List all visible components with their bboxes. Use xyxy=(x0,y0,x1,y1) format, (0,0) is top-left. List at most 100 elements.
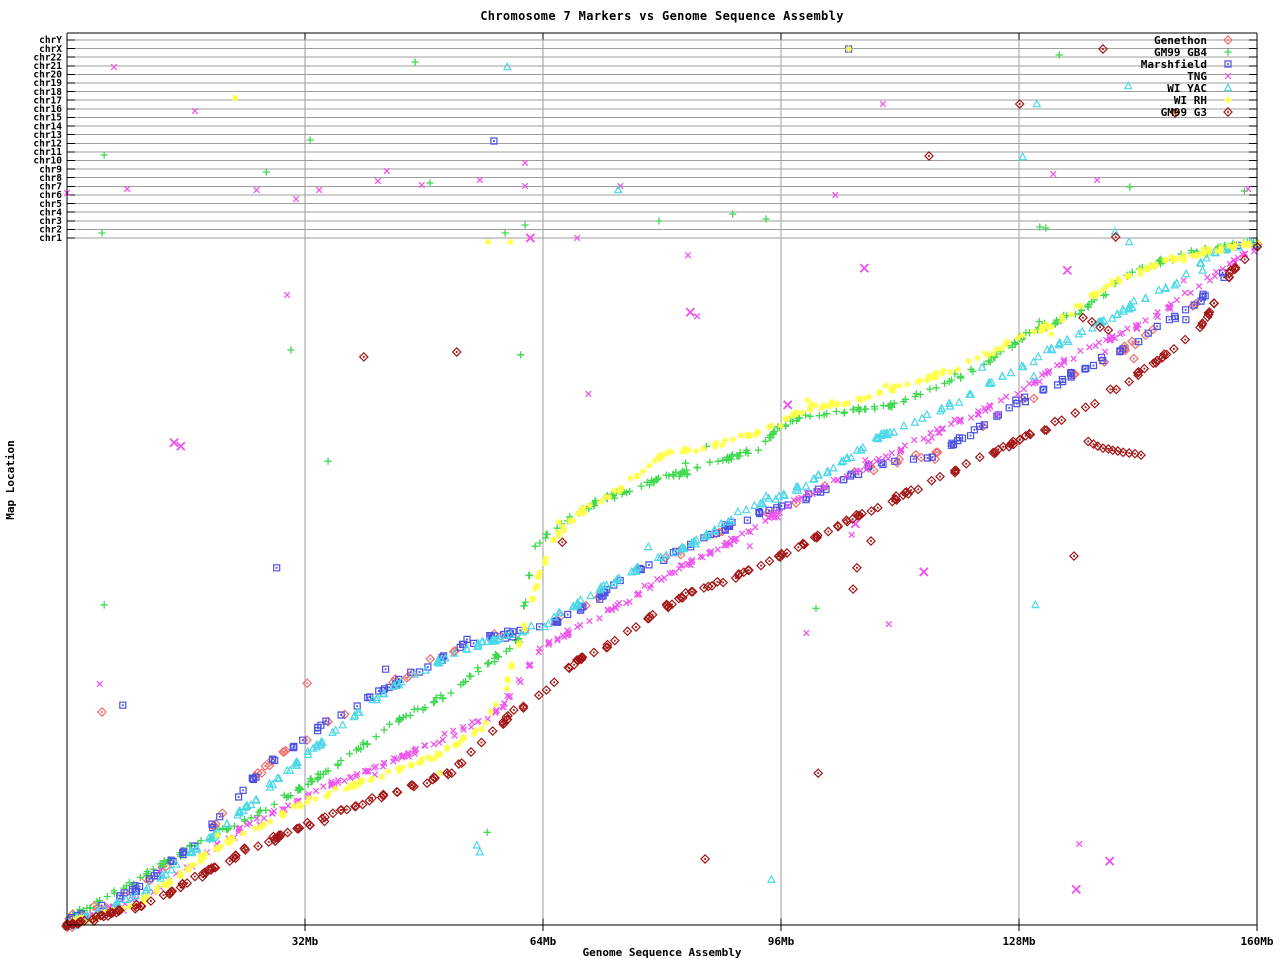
marker-rh xyxy=(1003,337,1012,346)
marker-gb4 xyxy=(636,481,646,491)
marker-gb4 xyxy=(805,412,815,421)
marker-rh xyxy=(506,238,515,246)
marker-tng xyxy=(1212,268,1220,276)
marker-gb4 xyxy=(99,150,109,160)
marker-g3 xyxy=(253,841,263,851)
marker-yac xyxy=(1198,266,1207,274)
chr-label-chr1: chr1 xyxy=(39,233,62,244)
marker-rh xyxy=(368,774,377,783)
chr-label-chr21: chr21 xyxy=(33,61,62,72)
marker-gb4 xyxy=(410,57,420,67)
marker-yac xyxy=(644,542,653,551)
marker-rh xyxy=(324,789,333,798)
marker-rh xyxy=(1076,301,1085,310)
marker-rh xyxy=(843,398,852,407)
marker-gb4 xyxy=(1125,182,1135,192)
marker-gb4 xyxy=(446,688,456,698)
marker-tng xyxy=(790,496,798,504)
marker-marshfield xyxy=(1182,316,1190,324)
marker-tng xyxy=(1219,265,1227,273)
marker-yac xyxy=(717,519,726,528)
marker-tng xyxy=(1095,339,1103,346)
marker-gb4 xyxy=(530,541,540,551)
marker-g3 xyxy=(823,526,833,537)
marker-g3 xyxy=(866,536,876,546)
marker-yac xyxy=(829,463,838,472)
marker-gb4 xyxy=(314,773,323,782)
marker-gb4 xyxy=(323,457,333,466)
marker-tng xyxy=(380,759,388,767)
marker-tng xyxy=(123,185,131,193)
marker-rh xyxy=(503,674,512,683)
marker-rh xyxy=(1205,244,1214,253)
marker-tng xyxy=(693,312,701,320)
marker-tng xyxy=(1062,265,1073,276)
marker-rh xyxy=(189,860,198,869)
marker-g3 xyxy=(848,584,858,594)
marker-tng xyxy=(1020,385,1028,393)
marker-yac xyxy=(1029,372,1038,380)
marker-gb4 xyxy=(474,667,483,676)
marker-rh xyxy=(915,376,924,385)
marker-tng xyxy=(374,177,382,185)
marker-rh xyxy=(406,761,415,770)
marker-rh xyxy=(617,484,626,493)
marker-tng xyxy=(1180,276,1188,284)
marker-tng xyxy=(584,390,592,398)
marker-yac xyxy=(910,418,919,426)
marker-genethon xyxy=(1129,353,1139,364)
marker-yac xyxy=(1032,99,1041,108)
marker-marshfield xyxy=(119,701,127,709)
marker-tng xyxy=(1123,325,1131,333)
marker-genethon xyxy=(97,707,107,717)
marker-yac xyxy=(750,501,759,510)
marker-gb4 xyxy=(254,807,264,817)
marker-rh xyxy=(279,809,288,818)
chr-label-chr4: chr4 xyxy=(39,207,62,218)
marker-rh xyxy=(1107,277,1117,286)
marker-rh xyxy=(953,365,962,374)
marker-tng xyxy=(1014,390,1022,398)
marker-rh xyxy=(239,829,248,838)
marker-rh xyxy=(559,522,568,532)
marker-tng xyxy=(751,523,759,531)
chr-label-chr20: chr20 xyxy=(33,70,62,81)
marker-g3 xyxy=(452,347,462,357)
chr-label-chr10: chr10 xyxy=(33,156,62,167)
marker-rh xyxy=(782,414,791,423)
marker-g3 xyxy=(359,352,369,362)
marker-rh xyxy=(833,400,842,409)
x-tick-label: 64Mb xyxy=(530,935,557,948)
marker-rh xyxy=(937,369,947,378)
marker-rh xyxy=(776,421,785,430)
chr-label-chr13: chr13 xyxy=(33,130,62,141)
marker-gb4 xyxy=(849,405,858,414)
marker-rh xyxy=(568,516,578,525)
marker-gb4 xyxy=(97,228,107,238)
marker-rh xyxy=(311,794,320,803)
marker-rh xyxy=(443,743,452,752)
marker-tng xyxy=(685,307,696,318)
marker-tng xyxy=(96,680,104,688)
marker-rh xyxy=(216,842,225,851)
marker-rh xyxy=(1115,277,1124,286)
chr-label-chr16: chr16 xyxy=(33,104,62,115)
marker-gb4 xyxy=(286,345,296,355)
marker-rh xyxy=(946,368,955,377)
marker-tng xyxy=(879,100,887,108)
marker-yac xyxy=(338,720,347,729)
marker-tng xyxy=(1173,296,1181,304)
marker-rh xyxy=(798,408,807,417)
marker-rh xyxy=(1018,331,1027,340)
marker-rh xyxy=(481,718,490,728)
marker-rh xyxy=(644,461,654,470)
x-tick-label: 96Mb xyxy=(768,935,795,948)
marker-rh xyxy=(153,883,162,892)
marker-rh xyxy=(610,486,619,495)
marker-tng xyxy=(926,429,934,437)
x-tick-label: 128Mb xyxy=(1002,935,1035,948)
marker-tng xyxy=(1002,393,1010,401)
marker-tng xyxy=(292,195,300,203)
marker-tng xyxy=(284,802,292,809)
marker-g3 xyxy=(756,560,766,571)
